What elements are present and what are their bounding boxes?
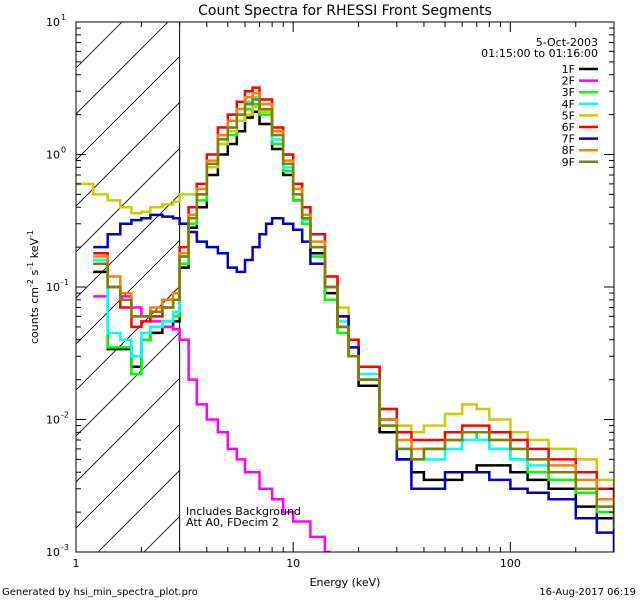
series-layer <box>76 86 614 552</box>
y-axis-label-exponent: -1 <box>26 262 35 270</box>
legend-label-3f: 3F <box>562 86 575 99</box>
hatch-line <box>76 22 123 69</box>
series-line-5f <box>76 105 614 500</box>
series-line-2f <box>93 285 331 552</box>
x-tick-labels: 1 10 100 <box>73 557 521 570</box>
y-tick-label: 10 <box>46 149 60 162</box>
y-tick-label: 10 <box>46 546 60 559</box>
chart-title: Count Spectra for RHESSI Front Segments <box>198 3 492 19</box>
series-line-9f <box>93 98 614 525</box>
hatch-line <box>76 423 180 529</box>
date-label: 5-Oct-2003 <box>536 36 598 49</box>
y-tick-label: 10 <box>46 281 60 294</box>
legend-label-1f: 1F <box>562 63 575 76</box>
hatch-line <box>76 377 180 483</box>
x-tick-label: 1 <box>73 557 80 570</box>
y-tick-label-exponent: 0 <box>61 146 66 155</box>
footer-generated-by: Generated by hsi_min_spectra_plot.pro <box>2 587 198 598</box>
x-tick-label: 100 <box>500 557 521 570</box>
x-tick-label: 10 <box>286 557 300 570</box>
hatch-line <box>76 22 169 115</box>
y-axis-ticks <box>76 21 614 553</box>
y-axis-label-part: counts cm <box>28 287 41 344</box>
hatch-line <box>76 239 180 345</box>
legend-label-9f: 9F <box>562 156 575 169</box>
legend-label-7f: 7F <box>562 133 575 146</box>
y-axis-label-exponent: -2 <box>26 279 35 287</box>
x-axis-label: Energy (keV) <box>310 576 381 589</box>
hatch-line <box>76 285 180 391</box>
y-tick-label: 10 <box>46 414 60 427</box>
legend-label-2f: 2F <box>562 75 575 88</box>
y-axis-label-part: keV <box>28 238 41 262</box>
y-tick-label-exponent: -3 <box>61 543 69 552</box>
footer-timestamp: 16-Aug-2017 06:19 <box>539 587 636 598</box>
y-axis-label: counts cm-2 s-1 keV-1 <box>26 230 41 344</box>
hatch-line <box>76 193 180 299</box>
legend-label-5f: 5F <box>562 109 575 122</box>
y-tick-label-exponent: 1 <box>61 13 66 22</box>
legend-label-6f: 6F <box>562 121 575 134</box>
hatch-line <box>76 101 180 207</box>
y-axis-label-part: s <box>28 269 41 278</box>
legend-label-8f: 8F <box>562 144 575 157</box>
legend-label-4f: 4F <box>562 98 575 111</box>
series-line-7f <box>93 213 614 552</box>
x-axis-ticks <box>75 22 615 552</box>
time-range-label: 01:15:00 to 01:16:00 <box>481 47 598 60</box>
annotation-background: Includes Background <box>186 505 301 518</box>
y-tick-label: 10 <box>46 16 60 29</box>
y-tick-label-exponent: -1 <box>61 278 69 287</box>
y-axis-label-exponent: -1 <box>26 230 35 238</box>
y-tick-label-exponent: -2 <box>61 411 69 420</box>
annotation-attenuator: Att A0, FDecim 2 <box>186 516 279 529</box>
hatch-line <box>76 55 180 161</box>
series-line-4f <box>93 96 614 525</box>
